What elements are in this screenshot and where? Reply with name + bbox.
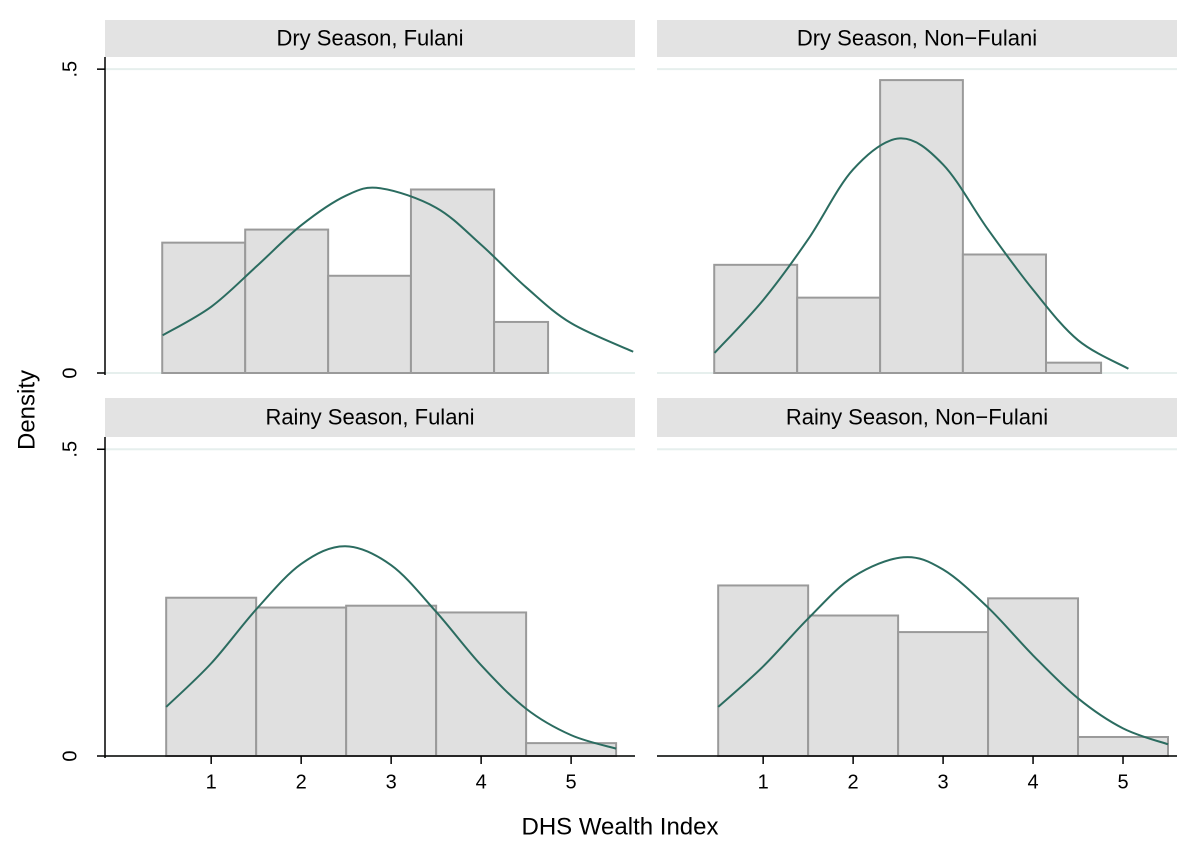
panel-title: Rainy Season, Fulani	[265, 404, 474, 429]
bar	[879, 79, 964, 374]
bar	[796, 296, 882, 374]
x-tick-label: 5	[566, 771, 577, 793]
bar	[987, 597, 1080, 758]
bar	[345, 604, 438, 757]
strip	[657, 20, 1177, 57]
x-tick-label: 2	[848, 771, 859, 793]
normal-curve	[717, 556, 1169, 746]
bar	[717, 584, 810, 758]
y-tick-label: 0	[59, 750, 81, 761]
x-tick-label: 5	[1117, 771, 1128, 793]
x-tick-label: 1	[758, 771, 769, 793]
bar	[161, 241, 247, 374]
bar	[713, 263, 799, 375]
bar	[897, 631, 990, 757]
panel-title: Rainy Season, Non−Fulani	[786, 404, 1048, 429]
bar	[409, 188, 496, 374]
bar	[961, 253, 1048, 374]
x-tick-label: 1	[206, 771, 217, 793]
x-tick-label: 4	[476, 771, 487, 793]
bar	[1045, 361, 1103, 374]
strip	[105, 398, 635, 437]
y-tick-label: .5	[59, 61, 81, 78]
panel-title: Dry Season, Fulani	[276, 25, 463, 50]
bar	[327, 274, 412, 374]
x-tick-label: 3	[938, 771, 949, 793]
normal-curve	[713, 137, 1129, 370]
y-axis-label: Density	[13, 370, 40, 450]
y-tick-label: .5	[59, 441, 81, 458]
bar	[255, 606, 348, 757]
strip	[105, 20, 635, 57]
y-tick-label: 0	[59, 367, 81, 378]
bar	[807, 614, 900, 758]
x-axis-label: DHS Wealth Index	[522, 813, 719, 840]
bar	[435, 611, 528, 758]
bar	[493, 320, 550, 375]
bar	[165, 596, 258, 757]
x-tick-label: 4	[1027, 771, 1038, 793]
normal-curve	[165, 545, 617, 750]
bar	[244, 228, 330, 374]
normal-curve	[162, 186, 634, 353]
x-tick-label: 3	[386, 771, 397, 793]
x-tick-label: 2	[296, 771, 307, 793]
panel-title: Dry Season, Non−Fulani	[797, 25, 1037, 50]
strip	[657, 398, 1177, 437]
